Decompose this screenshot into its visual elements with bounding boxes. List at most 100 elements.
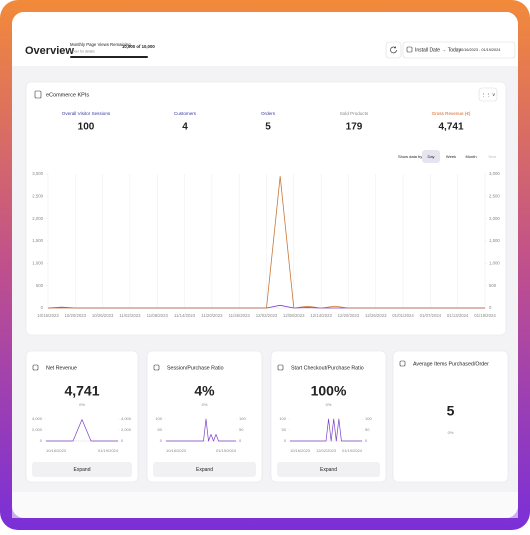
kpi-value: 4,741 [438,122,463,133]
page-views-label: Monthly Page Views Remaining [70,42,131,47]
y2-tick-label: 1,000 [489,260,500,265]
expand-label: Expand [196,467,213,473]
kpi-label: Orders [261,111,276,116]
period-option[interactable]: Week [446,154,456,159]
x-tick-label: 10/16/2023 [37,313,59,318]
refresh-button[interactable] [385,41,402,59]
page-views-hint: Hover for details [70,49,95,53]
date-filter[interactable] [402,41,516,59]
settings-button[interactable] [478,87,498,102]
kpi-value: 5 [265,122,271,133]
x-tick-label: 12/26/2023 [365,313,387,318]
x-tick-label: 12/02/2023 [316,448,337,453]
calendar-icon [406,46,413,53]
kpi-value: 100 [78,122,95,133]
kpi-label: Overall Visitor Sessions [62,111,111,116]
series-line [48,175,485,309]
x-tick-label: 01/13/2024 [447,313,469,318]
y-tick-label: 0 [41,305,44,310]
card-icon [277,364,284,371]
period-option[interactable]: Year [488,154,497,159]
y2-tick-label: 1,500 [489,238,500,243]
period-selected [422,150,440,163]
x-tick-label: 11/26/2023 [229,313,251,318]
kpi-value: 4 [182,122,188,133]
card-icon [32,364,39,371]
page-title: Overview [25,45,74,57]
kpi-card [25,81,507,336]
settings-icon: ⋮⋮ ˅ [481,92,495,98]
kpi-label: Customers [174,111,197,116]
y-tick-label: 1,000 [32,260,43,265]
y2-tick-label: 500 [489,283,497,288]
x-tick-label: 01/19/2024 [342,448,363,453]
kpi-icon [34,90,42,99]
y2-tick-label: 2,500 [489,193,500,198]
x-tick-label: 01/01/2024 [392,313,414,318]
y-tick-label: 4,000 [32,416,43,421]
y-tick-label: 2,000 [32,427,43,432]
card-change: 0% [202,402,208,407]
y-tick-label: 0 [284,438,287,443]
y2-tick-label: 2,000 [121,427,132,432]
expand-button[interactable] [32,462,132,477]
card-title: Average Items Purchased/Order [413,361,489,367]
date-filter-label: Install Date → Today [415,47,462,53]
series-line [166,418,236,442]
page-views-value: 10,000 of 10,000 [122,44,155,49]
x-tick-label: 10/16/2023 [290,448,311,453]
series-line [46,419,118,442]
y-tick-label: 1,500 [32,238,43,243]
x-tick-label: 10/20/2023 [65,313,87,318]
y-tick-label: 0 [40,438,43,443]
period-option[interactable]: Day [427,154,434,159]
refresh-icon [390,46,397,54]
card-change: 0% [448,430,454,435]
card [25,350,139,483]
y-tick-label: 2,000 [32,216,43,221]
card-value: 4% [194,383,215,399]
x-tick-label: 12/08/2023 [283,313,305,318]
card-icon [153,364,160,371]
y2-tick-label: 4,000 [121,416,132,421]
kpi-label: Gross Revenue (€) [432,111,471,116]
y-tick-label: 0 [160,438,163,443]
x-tick-label: 01/19/2024 [216,448,237,453]
x-tick-label: 01/19/2024 [474,313,496,318]
card [392,350,509,483]
y2-tick-label: 50 [239,427,244,432]
x-tick-label: 01/07/2024 [420,313,442,318]
x-tick-label: 10/16/2023 [46,448,67,453]
card [146,350,263,483]
footer-band [12,492,518,518]
series-line [290,418,362,442]
y-tick-label: 50 [282,427,287,432]
card-title: Session/Purchase Ratio [167,365,224,371]
card-value: 4,741 [64,383,99,399]
x-tick-label: 01/19/2024 [98,448,119,453]
y2-tick-label: 0 [365,438,368,443]
expand-button[interactable] [153,462,256,477]
y2-tick-label: 0 [121,438,124,443]
period-option[interactable]: Month [465,154,476,159]
y2-tick-label: 3,000 [489,171,500,176]
y-tick-label: 50 [158,427,163,432]
x-tick-label: 11/02/2023 [119,313,141,318]
y-tick-label: 2,500 [32,193,43,198]
kpi-label: Sold Products [340,111,369,116]
card [270,350,387,483]
card-value: 100% [311,383,347,399]
y2-tick-label: 50 [365,427,370,432]
x-tick-label: 11/20/2023 [201,313,223,318]
expand-button[interactable] [277,462,380,477]
x-tick-label: 10/26/2023 [92,313,114,318]
page-views-bar [70,56,148,58]
x-tick-label: 11/08/2023 [147,313,169,318]
y-tick-label: 500 [36,283,44,288]
date-range: 10/16/2023 - 01/19/2024 [459,48,500,52]
x-tick-label: 12/14/2023 [310,313,332,318]
y2-tick-label: 0 [489,305,492,310]
x-tick-label: 12/20/2023 [338,313,360,318]
